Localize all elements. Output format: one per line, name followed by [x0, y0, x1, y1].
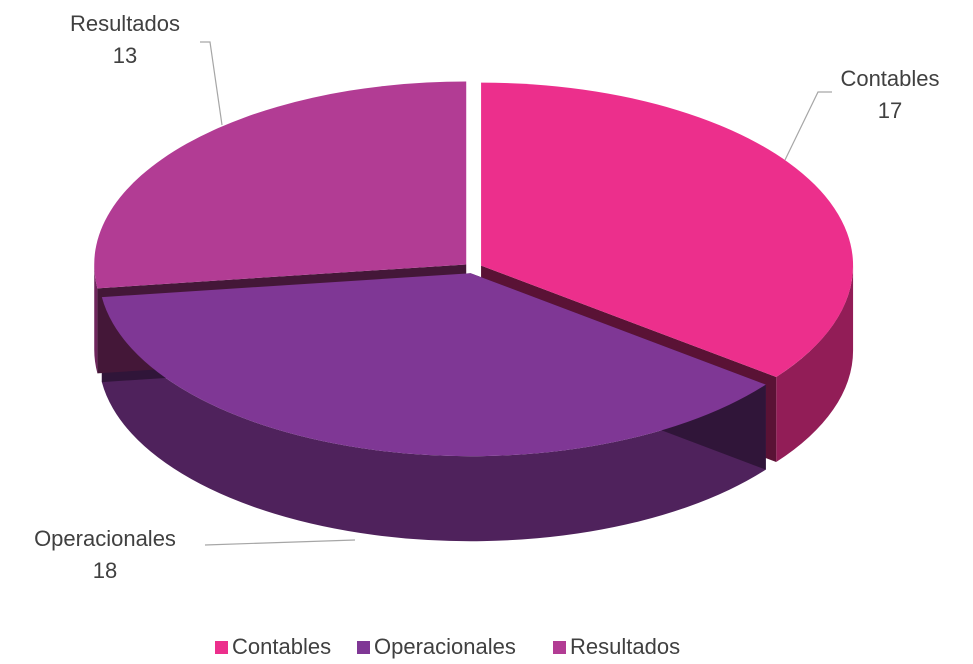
- pie-slice: [481, 82, 854, 378]
- data-label-value: 17: [878, 98, 902, 123]
- data-label-name: Resultados: [70, 11, 180, 36]
- data-label-name: Contables: [840, 66, 939, 91]
- legend: Contables Operacionales Resultados: [215, 634, 680, 659]
- data-label-value: 13: [113, 43, 137, 68]
- legend-swatch: [553, 641, 566, 654]
- legend-label: Resultados: [570, 634, 680, 659]
- pie-slice-side: [94, 264, 98, 374]
- leader-line: [200, 41, 223, 126]
- data-label-value: 18: [93, 558, 117, 583]
- legend-swatch: [357, 641, 370, 654]
- pie-slice-side: [101, 297, 766, 542]
- legend-label: Operacionales: [374, 634, 516, 659]
- legend-swatch: [215, 641, 228, 654]
- data-label-name: Operacionales: [34, 526, 176, 551]
- pie-tops: [94, 81, 854, 457]
- legend-label: Contables: [232, 634, 331, 659]
- leader-line: [204, 539, 356, 546]
- leader-line: [784, 91, 832, 161]
- pie-slice: [94, 81, 467, 289]
- pie-slice: [101, 273, 766, 457]
- data-labels: Contables 17 Operacionales 18 Resultados 13: [34, 11, 939, 583]
- pie-slice-side: [776, 265, 854, 463]
